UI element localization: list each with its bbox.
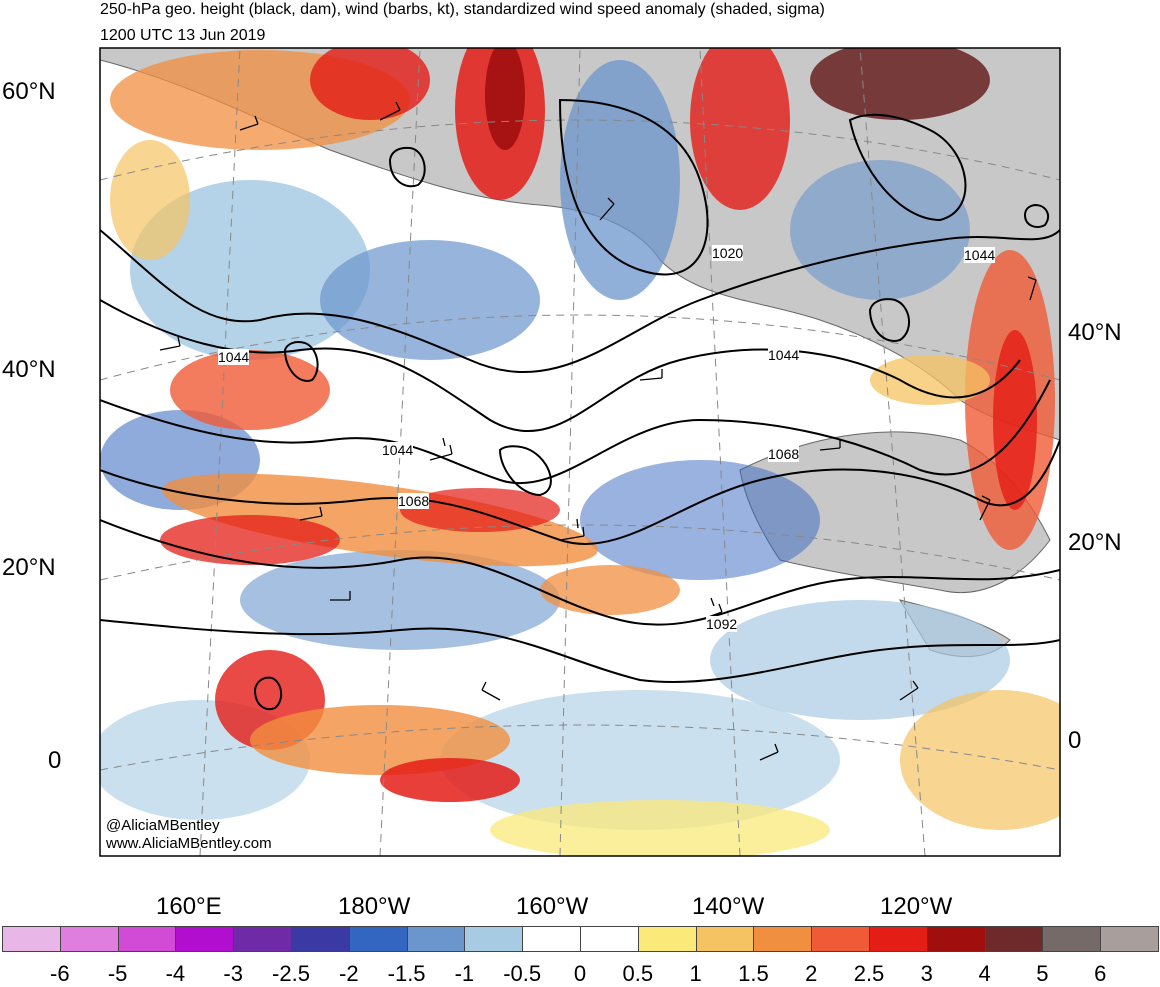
colorbar-tick-label: 1.5	[738, 961, 769, 986]
contour-label: 1044	[218, 349, 250, 365]
colorbar-tick-label: -2	[339, 961, 359, 986]
colorbar-swatch	[233, 926, 292, 952]
colorbar-tick-label: -3	[223, 961, 243, 986]
colorbar-swatch	[753, 926, 813, 952]
contour-label: 1044	[768, 347, 800, 363]
contour-label: 1044	[382, 442, 414, 458]
lon-label-160w: 160°W	[516, 893, 589, 920]
lat-label-60n: 60°N	[2, 78, 56, 105]
colorbar-tick-label: -2.5	[272, 961, 310, 986]
lat-label-40n: 40°N	[2, 356, 56, 383]
contour-label: 1044	[964, 247, 996, 263]
colorbar-tick-label: 0.5	[622, 961, 654, 986]
colorbar-swatch	[984, 926, 1044, 952]
credit-website: www.AliciaMBentley.com	[106, 835, 272, 852]
colorbar-tick-label: 4	[978, 961, 991, 986]
colorbar-tick-label: 5	[1036, 961, 1049, 986]
colorbar-swatch	[175, 926, 235, 952]
colorbar-swatch	[406, 926, 466, 952]
lat-label-0-right: 0	[1068, 727, 1082, 754]
colorbar-swatch	[464, 926, 524, 952]
colorbar-swatch	[580, 926, 639, 952]
wind-barbs	[159, 101, 1037, 761]
contour-label: 1068	[768, 446, 800, 462]
map-frame	[99, 47, 1061, 857]
anomaly-shading	[100, 48, 1060, 856]
colorbar-tick-label: 0	[573, 961, 587, 986]
colorbar-swatch	[869, 926, 928, 952]
lon-label-120w: 120°W	[880, 893, 953, 920]
map-title: 250-hPa geo. height (black, dam), wind (…	[100, 1, 825, 18]
colorbar-tick-label: 2.5	[853, 961, 885, 986]
colorbar-swatch	[811, 926, 870, 952]
colorbar-swatch	[348, 926, 408, 952]
lon-label-140w: 140°W	[692, 893, 765, 920]
colorbar-tick-label: 1	[689, 961, 702, 986]
colorbar-tick-label: 3	[920, 961, 933, 986]
colorbar	[2, 926, 1159, 954]
colorbar-swatch	[291, 926, 350, 952]
lat-label-20n: 20°N	[2, 554, 56, 581]
credit-handle: @AliciaMBentley	[106, 817, 220, 834]
colorbar-tick-label: -1	[454, 961, 475, 986]
colorbar-swatch	[926, 926, 986, 952]
colorbar-swatch	[59, 926, 119, 952]
colorbar-tick-label: -6	[50, 961, 70, 986]
colorbar-tick-label: -4	[165, 961, 186, 986]
colorbar-tick-label: -1.5	[387, 961, 426, 986]
lon-label-160e: 160°E	[156, 893, 222, 920]
colorbar-swatch	[1100, 926, 1159, 952]
contour-label: 1020	[712, 245, 744, 261]
lat-label-0: 0	[48, 747, 62, 774]
colorbar-swatch	[117, 926, 177, 952]
colorbar-swatch	[2, 926, 61, 952]
colorbar-swatch	[1042, 926, 1102, 952]
lon-label-180w: 180°W	[338, 893, 411, 920]
colorbar-swatch	[522, 926, 581, 952]
colorbar-tick-label: 2	[805, 961, 818, 986]
contour-label: 1068	[398, 493, 430, 509]
colorbar-tick-label: -5	[107, 961, 128, 986]
colorbar-swatch	[695, 926, 755, 952]
lat-label-40n-right: 40°N	[1068, 319, 1122, 346]
colorbar-swatch	[637, 926, 697, 952]
valid-time: 1200 UTC 13 Jun 2019	[100, 27, 266, 44]
contour-label: 1092	[706, 616, 738, 632]
height-contours	[100, 98, 1060, 710]
colorbar-tick-label: -0.5	[503, 961, 542, 986]
graticule	[100, 48, 1060, 856]
colorbar-tick-label: 6	[1094, 961, 1107, 986]
lat-label-20n-right: 20°N	[1068, 529, 1122, 556]
